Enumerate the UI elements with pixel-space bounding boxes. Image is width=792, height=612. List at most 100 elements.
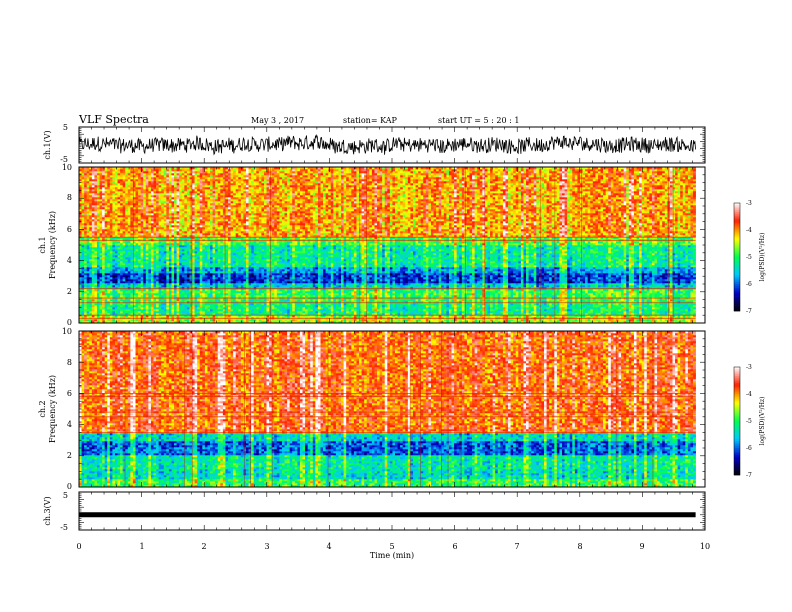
spectrogram-cell xyxy=(100,259,103,261)
spectrogram-cell xyxy=(128,285,131,287)
spectrogram-cell xyxy=(89,177,92,179)
spectrogram-cell xyxy=(146,309,149,311)
spectrogram-cell xyxy=(164,275,167,277)
spectrogram-cell xyxy=(112,311,115,313)
spectrogram-cell xyxy=(100,189,103,191)
spectrogram-cell xyxy=(120,269,123,271)
spectrogram-cell xyxy=(97,265,100,267)
spectrogram-cell xyxy=(130,309,133,311)
spectrogram-cell xyxy=(102,181,105,183)
spectrogram-cell xyxy=(105,273,108,275)
spectrogram-cell xyxy=(94,311,97,313)
spectrogram-cell xyxy=(143,251,146,253)
spectrogram-cell xyxy=(94,231,97,233)
spectrogram-cell xyxy=(89,291,92,293)
spectrogram-cell xyxy=(159,319,162,321)
spectrogram-cell xyxy=(130,201,133,203)
spectrogram-cell xyxy=(92,305,95,307)
spectrogram-cell xyxy=(130,319,133,321)
spectrogram-cell xyxy=(130,311,133,313)
spectrogram-cell xyxy=(110,283,113,285)
spectrogram-cell xyxy=(130,185,133,187)
spectrogram-cell xyxy=(107,277,110,279)
spectrogram-cell xyxy=(94,299,97,301)
spectrogram-cell xyxy=(89,271,92,273)
spectrogram-cell xyxy=(141,285,144,287)
spectrogram-cell xyxy=(97,319,100,321)
spectrogram-cell xyxy=(136,213,139,215)
spectrogram-cell xyxy=(82,217,85,219)
spectrogram-cell xyxy=(164,215,167,217)
spectrogram-cell xyxy=(156,305,159,307)
spectrogram-cell xyxy=(138,185,141,187)
spectrogram-cell xyxy=(123,261,126,263)
spectrogram-cell xyxy=(112,227,115,229)
spectrogram-cell xyxy=(118,293,121,295)
spectrogram-cell xyxy=(118,273,121,275)
spectrogram-cell xyxy=(125,195,128,197)
spectrogram-cell xyxy=(143,219,146,221)
spectrogram-cell xyxy=(120,187,123,189)
spectrogram-cell xyxy=(146,207,149,209)
spectrogram-cell xyxy=(94,259,97,261)
spectrogram-cell xyxy=(156,217,159,219)
spectrogram-cell xyxy=(84,305,87,307)
spectrogram-cell xyxy=(141,281,144,283)
spectrogram-cell xyxy=(148,227,151,229)
spectrogram-cell xyxy=(107,275,110,277)
spectrogram-cell xyxy=(115,195,118,197)
spectrogram-cell xyxy=(136,307,139,309)
spectrogram-cell xyxy=(141,259,144,261)
spectrogram-cell xyxy=(92,193,95,195)
spectrogram-cell xyxy=(138,179,141,181)
spectrogram-cell xyxy=(143,171,146,173)
spectrogram-cell xyxy=(120,295,123,297)
spectrogram-cell xyxy=(161,245,164,247)
spectrogram-cell xyxy=(107,271,110,273)
spectrogram-cell xyxy=(118,295,121,297)
spectrogram-cell xyxy=(143,283,146,285)
spectrogram-cell xyxy=(94,247,97,249)
spectrogram-cell xyxy=(92,221,95,223)
spectrogram-cell xyxy=(87,261,90,263)
spectrogram-cell xyxy=(82,177,85,179)
spectrogram-cell xyxy=(161,269,164,271)
spectrogram-cell xyxy=(138,233,141,235)
spectrogram-cell xyxy=(94,245,97,247)
spectrogram-cell xyxy=(89,309,92,311)
spectrogram-cell xyxy=(107,305,110,307)
spectrogram-cell xyxy=(87,227,90,229)
spectrogram-cell xyxy=(136,305,139,307)
spectrogram-cell xyxy=(141,251,144,253)
spectrogram-cell xyxy=(107,219,110,221)
spectrogram-cell xyxy=(156,251,159,253)
spectrogram-cell xyxy=(136,197,139,199)
spectrogram-cell xyxy=(89,261,92,263)
spectrogram-cell xyxy=(138,281,141,283)
spectrogram-cell xyxy=(107,175,110,177)
spectrogram-cell xyxy=(97,219,100,221)
spectrogram-cell xyxy=(110,197,113,199)
spectrogram-cell xyxy=(136,285,139,287)
spectrogram-cell xyxy=(161,267,164,269)
spectrogram-cell xyxy=(100,187,103,189)
ch1-spectrogram-panel: 0 2 4 6 8 10 ch.1 Frequency (kHz) xyxy=(38,163,705,327)
spectrogram-cell xyxy=(136,245,139,247)
spectrogram-cell xyxy=(156,249,159,251)
spectrogram-cell xyxy=(146,175,149,177)
spectrogram-cell xyxy=(112,171,115,173)
spectrogram-cell xyxy=(107,299,110,301)
spectrogram-cell xyxy=(115,303,118,305)
spectrogram-cell xyxy=(161,201,164,203)
spectrogram-cell xyxy=(97,245,100,247)
spectrogram-cell xyxy=(84,183,87,185)
spectrogram-cell xyxy=(154,207,157,209)
spectrogram-cell xyxy=(84,245,87,247)
spectrogram-cell xyxy=(107,227,110,229)
spectrogram-cell xyxy=(102,171,105,173)
spectrogram-cell xyxy=(120,241,123,243)
spectrogram-cell xyxy=(105,271,108,273)
spectrogram-cell xyxy=(146,269,149,271)
spectrogram-cell xyxy=(82,269,85,271)
spectrogram-cell xyxy=(161,307,164,309)
